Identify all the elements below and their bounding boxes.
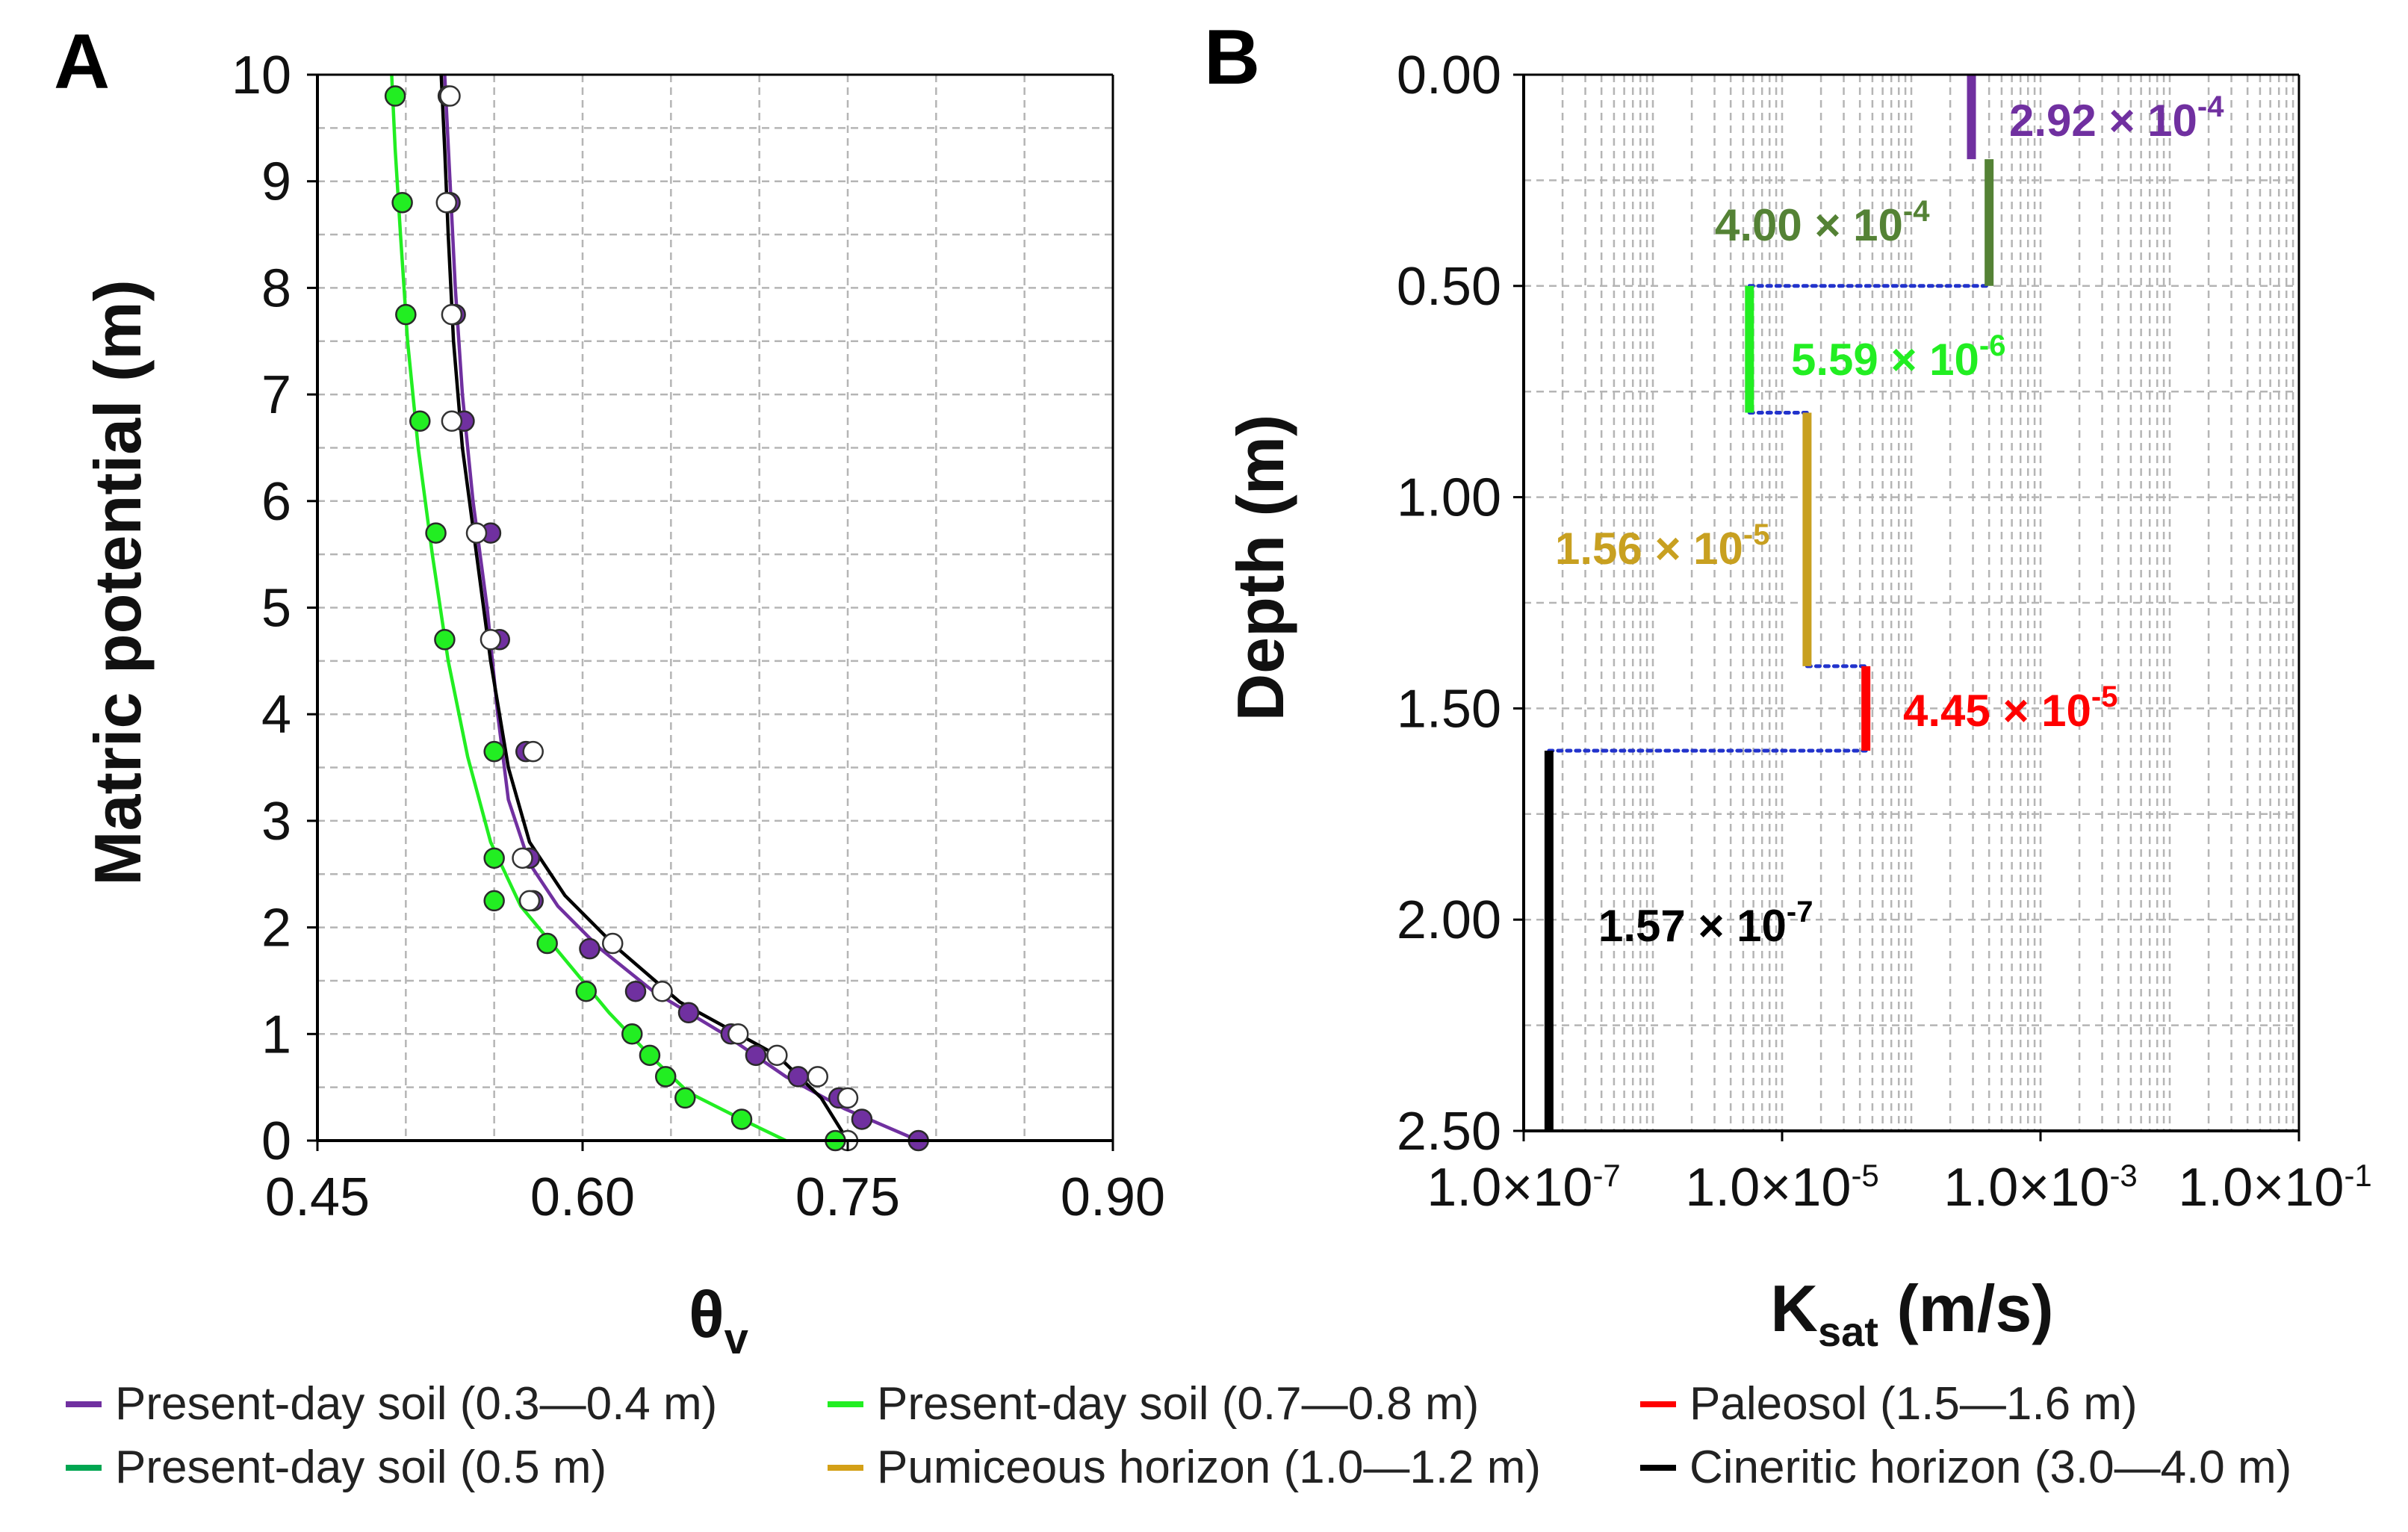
data-point-series-0 <box>579 937 601 960</box>
data-point-series-0 <box>624 980 647 1002</box>
data-point-series-2 <box>384 85 406 107</box>
panel-b-frame <box>1522 73 2300 1132</box>
data-point-series-2 <box>483 847 505 869</box>
data-point-series-1 <box>441 410 463 432</box>
ksat-value-label-2: 5.59 × 10-6 <box>1791 329 2005 385</box>
data-point-series-1 <box>441 303 463 326</box>
y-tick-label: 7 <box>261 365 291 425</box>
y-tick-label: 2.50 <box>1397 1102 1501 1162</box>
x-tick-label: 1.0×10-7 <box>1427 1158 1621 1218</box>
data-point-series-2 <box>483 890 505 912</box>
panel-a-grid <box>317 75 1113 1141</box>
panel-b-ticks: 0.00 0.50 1.00 1.50 2.00 2.501.0×10-7 1.0×10-5… <box>1397 46 2372 1218</box>
legend-item: Present-day soil (0.7—0.8 m) <box>828 1378 1479 1430</box>
data-point-series-1 <box>766 1044 788 1067</box>
y-tick-label: 8 <box>261 258 291 318</box>
x-tick-label: 0.90 <box>1061 1167 1165 1227</box>
data-point-series-2 <box>639 1044 661 1067</box>
panel-b-ylabel: Depth (m) <box>1223 415 1297 722</box>
data-point-series-2 <box>483 740 505 763</box>
panel-b-annotations: 2.92 × 10-4 4.00 × 10-4 5.59 × 10-6 1.56 × … <box>1555 90 2224 951</box>
panel-a-ylabel: Matric potential (m) <box>81 279 155 886</box>
legend-label: Present-day soil (0.7—0.8 m) <box>877 1378 1479 1430</box>
data-point-series-2 <box>391 191 413 214</box>
data-point-series-1 <box>727 1023 749 1045</box>
legend-item: Present-day soil (0.5 m) <box>66 1442 606 1493</box>
data-point-series-2 <box>575 980 597 1002</box>
data-point-series-1 <box>601 932 624 955</box>
y-tick-label: 4 <box>261 685 291 745</box>
legend-label: Paleosol (1.5—1.6 m) <box>1689 1378 2138 1430</box>
panel-b-segments <box>1544 75 1994 1131</box>
data-point-series-1 <box>837 1087 859 1109</box>
y-tick-label: 2 <box>261 899 291 958</box>
legend-label: Cineritic horizon (3.0—4.0 m) <box>1689 1442 2291 1493</box>
x-tick-label: 0.60 <box>530 1167 635 1227</box>
data-point-series-2 <box>536 932 558 955</box>
data-point-series-2 <box>425 522 447 544</box>
legend-label: Present-day soil (0.5 m) <box>115 1442 606 1493</box>
data-point-series-2 <box>409 410 431 432</box>
ksat-value-label-1: 4.00 × 10-4 <box>1715 195 1930 250</box>
data-point-series-0 <box>851 1108 873 1130</box>
data-point-series-1 <box>435 191 458 214</box>
data-point-series-1 <box>518 890 541 912</box>
panel-a-points <box>384 85 929 1152</box>
y-tick-label: 5 <box>261 579 291 639</box>
legend-item: Present-day soil (0.3—0.4 m) <box>66 1378 717 1430</box>
y-tick-label: 0 <box>261 1111 291 1171</box>
data-point-series-1 <box>512 847 533 869</box>
data-point-series-1 <box>480 629 502 651</box>
legend-label: Pumiceous horizon (1.0—1.2 m) <box>877 1442 1541 1493</box>
data-point-series-1 <box>651 980 673 1002</box>
x-tick-label: 1.0×10-3 <box>1943 1158 2138 1218</box>
data-point-series-2 <box>621 1023 643 1045</box>
y-tick-label: 1 <box>261 1005 291 1064</box>
ksat-value-label-3: 1.56 × 10-5 <box>1555 518 1769 574</box>
x-tick-label: 1.0×10-1 <box>2178 1158 2372 1218</box>
panel-b-connectors <box>1547 284 1991 753</box>
data-point-series-0 <box>677 1002 700 1024</box>
data-point-series-1 <box>522 740 544 763</box>
legend-label: Present-day soil (0.3—0.4 m) <box>115 1378 717 1430</box>
data-point-series-2 <box>395 303 417 326</box>
y-tick-label: 10 <box>232 46 291 105</box>
data-point-series-1 <box>807 1066 829 1088</box>
y-tick-label: 2.00 <box>1397 890 1501 950</box>
y-tick-label: 9 <box>261 152 291 212</box>
fit-curve-1 <box>439 74 849 1142</box>
y-tick-label: 3 <box>261 792 291 852</box>
data-point-series-2 <box>654 1066 677 1088</box>
panel-b-xlabel: Ksat (m/s) <box>1770 1271 2053 1355</box>
ksat-value-label-0: 2.92 × 10-4 <box>2009 90 2224 146</box>
panel-b-letter: B <box>1204 14 1260 101</box>
data-point-series-1 <box>439 85 461 107</box>
data-point-series-2 <box>730 1108 753 1130</box>
data-point-series-2 <box>674 1087 696 1109</box>
y-tick-label: 1.50 <box>1397 679 1501 739</box>
y-tick-label: 6 <box>261 472 291 532</box>
panel-a-ticks: 0 1 2 3 4 5 6 7 8 9 10 0.45 0.60 0.75 0.90 <box>232 46 1165 1227</box>
data-point-series-2 <box>434 629 456 651</box>
ksat-value-label-4: 4.45 × 10-5 <box>1903 680 2117 736</box>
data-point-series-1 <box>465 522 488 544</box>
legend-item: Paleosol (1.5—1.6 m) <box>1640 1378 2138 1430</box>
x-tick-label: 0.45 <box>265 1167 370 1227</box>
legend: Present-day soil (0.3—0.4 m) Present-day … <box>66 1378 2291 1493</box>
legend-item: Pumiceous horizon (1.0—1.2 m) <box>828 1442 1541 1493</box>
y-tick-label: 0.50 <box>1397 257 1501 317</box>
panel-a-letter: A <box>54 19 110 105</box>
x-tick-label: 0.75 <box>795 1167 900 1227</box>
data-point-series-0 <box>745 1044 767 1067</box>
x-tick-label: 1.0×10-5 <box>1685 1158 1879 1218</box>
y-tick-label: 0.00 <box>1397 46 1501 105</box>
ksat-value-label-5: 1.57 × 10-7 <box>1598 896 1813 951</box>
data-point-series-0 <box>787 1066 809 1088</box>
y-tick-label: 1.00 <box>1397 468 1501 528</box>
panel-a-xlabel: θv <box>689 1277 748 1363</box>
panel-b-grid <box>1524 75 2299 1131</box>
legend-item: Cineritic horizon (3.0—4.0 m) <box>1640 1442 2291 1493</box>
